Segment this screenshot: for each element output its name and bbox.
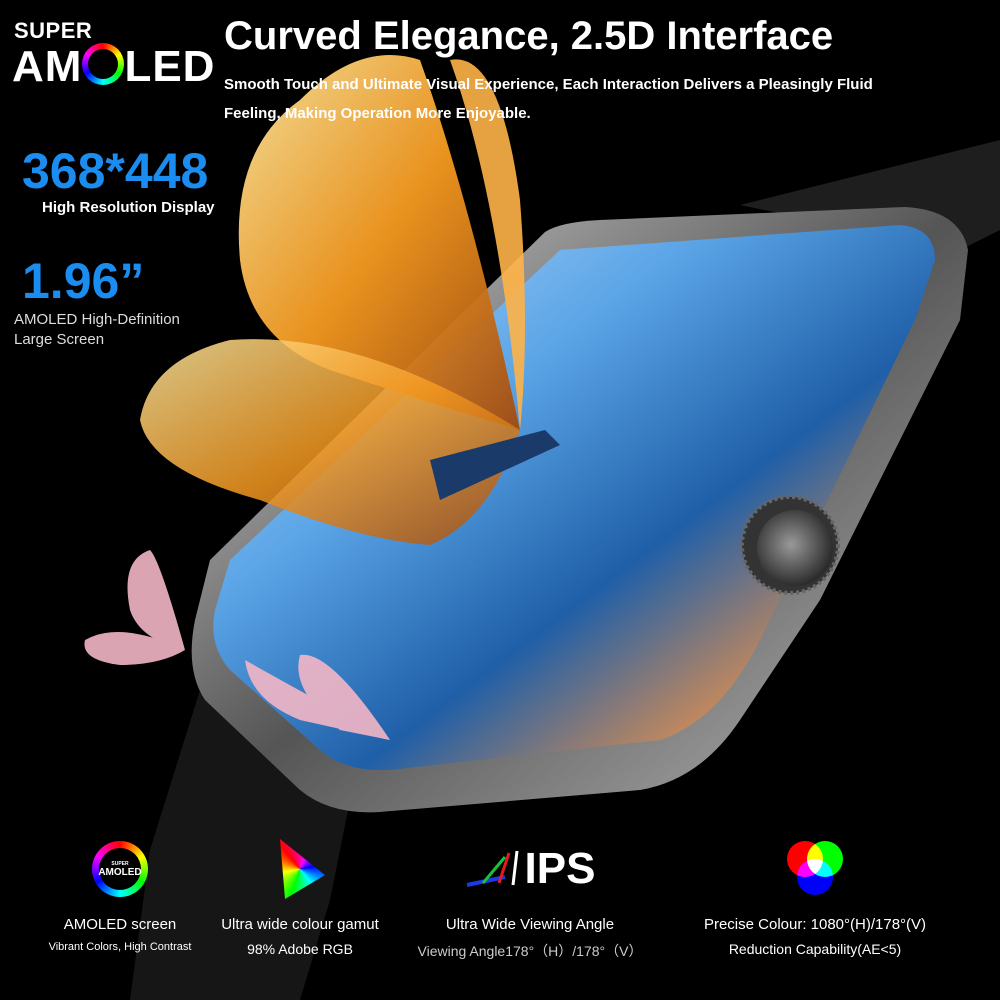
- resolution-value: 368*448: [22, 143, 209, 199]
- screen-size-label: AMOLED High-Definition Large Screen: [14, 310, 194, 350]
- rgb-circles-icon: [680, 830, 950, 908]
- super-amoled-ring-icon: SUPER AMOLED: [20, 830, 220, 908]
- feature-amoled: SUPER AMOLED AMOLED screen Vibrant Colors…: [20, 830, 220, 953]
- badge-amoled: AMOLED: [98, 866, 142, 878]
- rainbow-ring-icon: [82, 43, 125, 85]
- feature-title: Precise Colour: 1080°(H)/178°(V): [703, 916, 927, 933]
- feature-viewing-angle: IPS Ultra Wide Viewing Angle Viewing Ang…: [410, 830, 650, 961]
- screen-size-value: 1.96”: [22, 253, 145, 309]
- size-label-line2: Large Screen: [14, 331, 105, 348]
- feature-title: Ultra Wide Viewing Angle: [445, 916, 615, 933]
- headline: Curved Elegance, 2.5D Interface: [224, 14, 834, 58]
- feature-precise-colour: Precise Colour: 1080°(H)/178°(V) Reducti…: [680, 830, 950, 957]
- logo-text-am: AM: [12, 42, 83, 91]
- feature-subtitle: Viewing Angle178°（H）/178°（V）: [417, 943, 643, 959]
- super-amoled-logo-super: SUPER: [14, 18, 93, 43]
- feature-color-gamut: Ultra wide colour gamut 98% Adobe RGB: [200, 830, 400, 957]
- super-amoled-logo: AM LED: [12, 42, 215, 92]
- subheadline: Smooth Touch and Ultimate Visual Experie…: [224, 76, 873, 122]
- size-label-line1: AMOLED High-Definition: [14, 311, 180, 328]
- logo-text-led: LED: [124, 42, 216, 91]
- feature-title: Ultra wide colour gamut: [221, 916, 379, 933]
- butterfly-large: [140, 55, 560, 545]
- ips-badge: IPS: [524, 844, 596, 893]
- watch-screen: [213, 225, 935, 771]
- feature-subtitle: 98% Adobe RGB: [247, 941, 353, 957]
- feature-subtitle: Vibrant Colors, High Contrast: [48, 941, 192, 953]
- butterfly-small-pink: [84, 550, 390, 740]
- feature-subtitle: Reduction Capability(AE<5): [728, 941, 902, 957]
- angle-lines-icon: [466, 850, 519, 887]
- feature-title: AMOLED screen: [63, 916, 177, 933]
- ips-viewing-angle-icon: IPS: [410, 830, 650, 908]
- resolution-label: High Resolution Display: [42, 199, 215, 216]
- badge-super: SUPER: [111, 860, 129, 867]
- color-gamut-triangle-icon: [200, 830, 400, 908]
